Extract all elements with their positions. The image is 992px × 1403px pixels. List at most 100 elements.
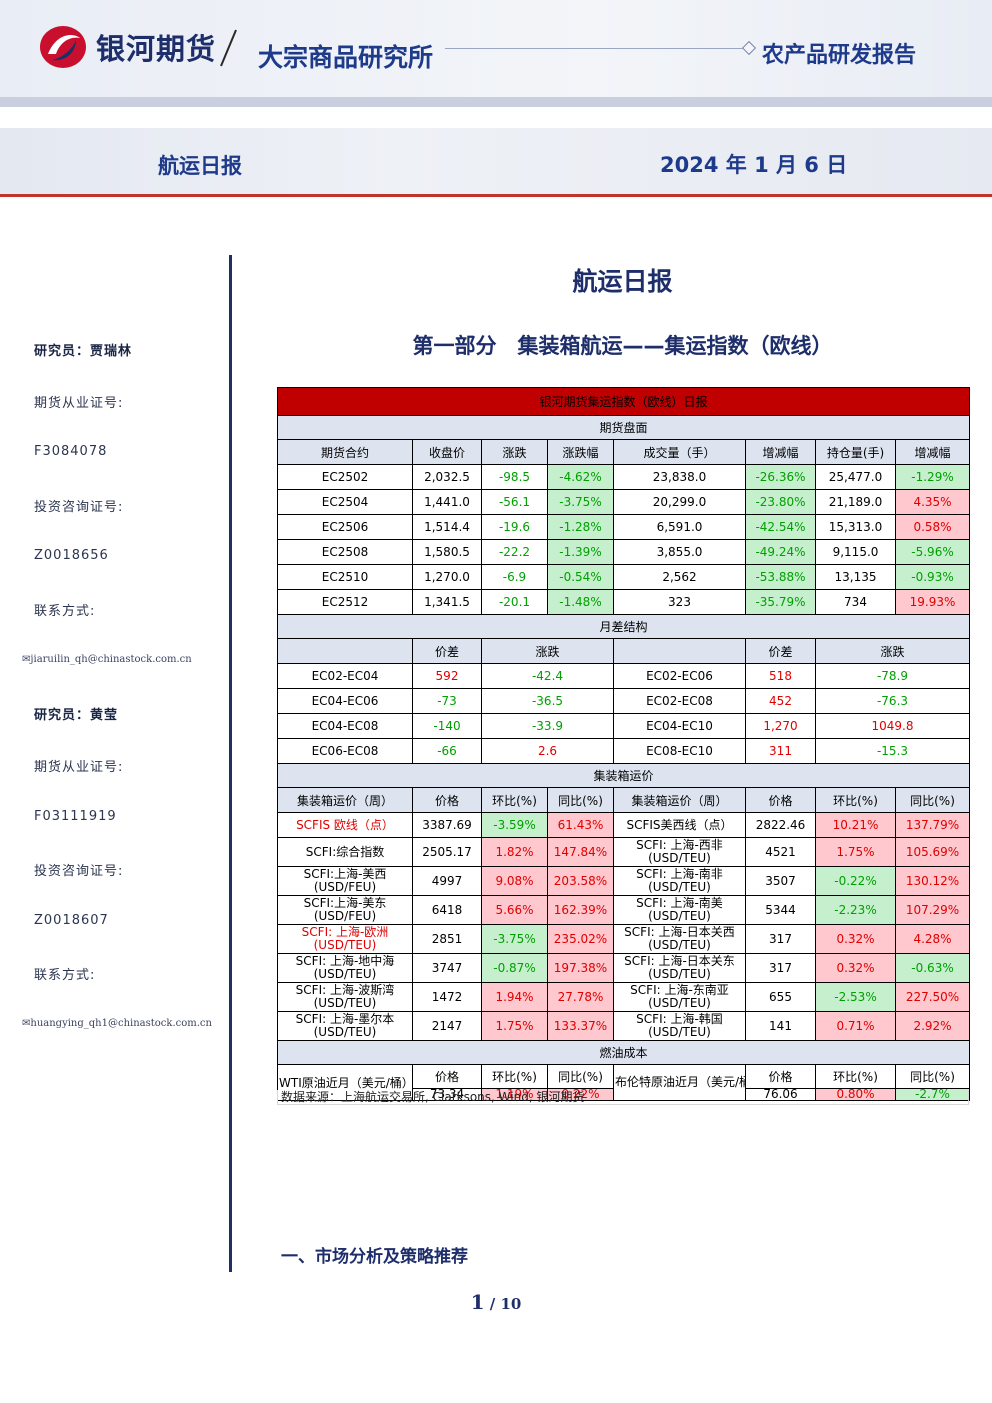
table-title: 银河期货集运指数（欧线）日报 — [276, 387, 971, 416]
route-name: SCFI: 上海-韩国 (USD/TEU) — [613, 1011, 746, 1041]
table-row: EC2502 2,032.5 -98.5 -4.62% 23,838.0 -26.36% 2… — [277, 464, 971, 490]
table-cell: -76.3 — [814, 688, 971, 714]
table-cell: 2.6 — [481, 738, 614, 764]
table-cell: -42.54% — [745, 514, 816, 540]
table-cell: 655 — [745, 982, 816, 1012]
consult-cert-label-1: 投资咨询证号: — [34, 500, 124, 515]
table-cell: 1,270 — [745, 713, 816, 739]
spread-name: EC06-EC08 — [277, 738, 413, 764]
researcher-1-name: 研究员：贾瑞林 — [34, 344, 133, 359]
column-header: 收盘价 — [412, 439, 482, 465]
table-cell: 0.32% — [815, 953, 896, 983]
table-cell: -53.88% — [745, 564, 816, 590]
route-name: SCFI: 上海-南非 (USD/TEU) — [613, 866, 746, 896]
email-1-text: jiaruilin_qh@chinastock.com.cn — [30, 654, 192, 665]
table-cell: -0.63% — [894, 953, 971, 983]
table-cell: 1.19% — [481, 1088, 548, 1101]
table-cell: -2.53% — [815, 982, 896, 1012]
table-cell: 13,135 — [815, 564, 896, 590]
email-1[interactable]: ✉jiaruilin_qh@chinastock.com.cn — [22, 654, 192, 665]
table-cell: -0.87% — [481, 953, 548, 983]
column-header: 价格 — [412, 1064, 482, 1089]
table-cell: -26.36% — [745, 464, 816, 490]
table-cell: 311 — [745, 738, 816, 764]
table-row: 期货盘面 — [276, 415, 971, 440]
table-cell: 1472 — [412, 982, 482, 1012]
column-header: 同比(%) — [894, 1064, 971, 1089]
table-cell: 734 — [815, 589, 896, 615]
spread-name: EC02-EC04 — [277, 663, 413, 689]
column-header: 同比(%) — [547, 787, 614, 813]
route-name: SCFI:上海-美东 (USD/FEU) — [277, 895, 413, 925]
table-cell: 2147 — [412, 1011, 482, 1041]
top-banner-stripe — [0, 97, 992, 107]
table-cell: 9,115.0 — [815, 539, 896, 565]
table-row: EC2506 1,514.4 -19.6 -1.28% 6,591.0 -42.54% 15… — [277, 514, 971, 540]
report-type: 农产品研发报告 — [762, 43, 917, 68]
table-cell: -0.54% — [547, 564, 614, 590]
table-cell: -5.96% — [894, 539, 971, 565]
section-futures: 期货盘面 — [276, 415, 971, 440]
table-cell: -35.79% — [745, 589, 816, 615]
table-cell: -33.9 — [481, 713, 614, 739]
column-header: 环比(%) — [481, 1064, 548, 1089]
table-cell: 25,477.0 — [815, 464, 896, 490]
table-cell: 130.12% — [894, 866, 971, 896]
table-cell: 0.71% — [815, 1011, 896, 1041]
table-cell: -78.9 — [814, 663, 971, 689]
table-cell: 105.69% — [894, 837, 971, 867]
table-cell: 1,270.0 — [412, 564, 482, 590]
contract-name: EC2510 — [277, 564, 413, 590]
table-cell: 2822.46 — [745, 812, 816, 838]
column-header: 涨跌 — [481, 638, 614, 664]
table-row: WTI原油近月（美元/桶）价格环比(%)同比(%)布伦特原油近月（美元/桶）价格… — [277, 1064, 971, 1101]
table-cell: 9.08% — [481, 866, 548, 896]
table-cell: 61.43% — [547, 812, 614, 838]
table-cell: 1.82% — [481, 837, 548, 867]
table-row: 集装箱运价 — [276, 763, 971, 788]
index-table: 银河期货集运指数（欧线）日报 期货盘面 期货合约 收盘价 涨跌 涨跌幅 成交量（手） 增减幅持… — [276, 387, 971, 1101]
route-name: SCFI: 上海-墨尔本 (USD/TEU) — [277, 1011, 413, 1041]
strategy-heading: 一、市场分析及策略推荐 — [281, 1247, 468, 1267]
table-cell: 6418 — [412, 895, 482, 925]
route-name: SCFI:上海-美西 (USD/FEU) — [277, 866, 413, 896]
contract-name: EC2502 — [277, 464, 413, 490]
page-total: 10 — [500, 1295, 522, 1313]
table-cell: 3387.69 — [412, 812, 482, 838]
table-cell: 137.79% — [894, 812, 971, 838]
section-title: 第一部分 集装箱航运——集运指数（欧线） — [412, 334, 833, 358]
column-header: 集装箱运价（周） — [613, 787, 746, 813]
table-row: 价差 涨跌 价差 涨跌 — [277, 638, 971, 664]
table-cell: -1.28% — [547, 514, 614, 540]
table-cell: 6,591.0 — [613, 514, 746, 540]
route-name: SCFI: 上海-南美 (USD/TEU) — [613, 895, 746, 925]
table-cell: 5.66% — [481, 895, 548, 925]
page-number: 1 / 10 — [0, 1290, 992, 1314]
table-cell: -2.7% — [894, 1088, 971, 1101]
logo-text: 银河期货 — [96, 32, 217, 66]
table-cell: 518 — [745, 663, 816, 689]
route-name: SCFI:综合指数 — [277, 837, 413, 867]
contract-name: EC2512 — [277, 589, 413, 615]
title-band — [0, 128, 992, 195]
table-row: EC04-EC08 -140 -33.9 EC04-EC10 1,270 1049.8 — [277, 713, 971, 739]
table-cell: 27.78% — [547, 982, 614, 1012]
table-cell: 235.02% — [547, 924, 614, 954]
table-cell: 592 — [412, 663, 482, 689]
mail-icon: ✉ — [22, 1018, 31, 1029]
page-separator: / — [484, 1295, 501, 1313]
table-cell: 19.93% — [894, 589, 971, 615]
table-cell: -22.2 — [481, 539, 548, 565]
table-cell: 1,441.0 — [412, 489, 482, 515]
table-row: 银河期货集运指数（欧线）日报 — [276, 387, 971, 416]
table-cell: 23,838.0 — [613, 464, 746, 490]
data-source: 数据来源：上海航运交易所, Clarksons, Wind, 银河期货 — [277, 1090, 969, 1105]
table-cell: 10.21% — [815, 812, 896, 838]
table-cell: 15,313.0 — [815, 514, 896, 540]
table-cell: 197.38% — [547, 953, 614, 983]
table-row: EC06-EC08 -66 2.6 EC08-EC10 311 -15.3 — [277, 738, 971, 764]
table-cell: -15.3 — [814, 738, 971, 764]
table-cell: 3,855.0 — [613, 539, 746, 565]
table-row: 期货合约 收盘价 涨跌 涨跌幅 成交量（手） 增减幅 持仓量(手) 增减幅 — [277, 439, 971, 465]
email-2[interactable]: ✉huangying_qh1@chinastock.com.cn — [22, 1018, 212, 1029]
